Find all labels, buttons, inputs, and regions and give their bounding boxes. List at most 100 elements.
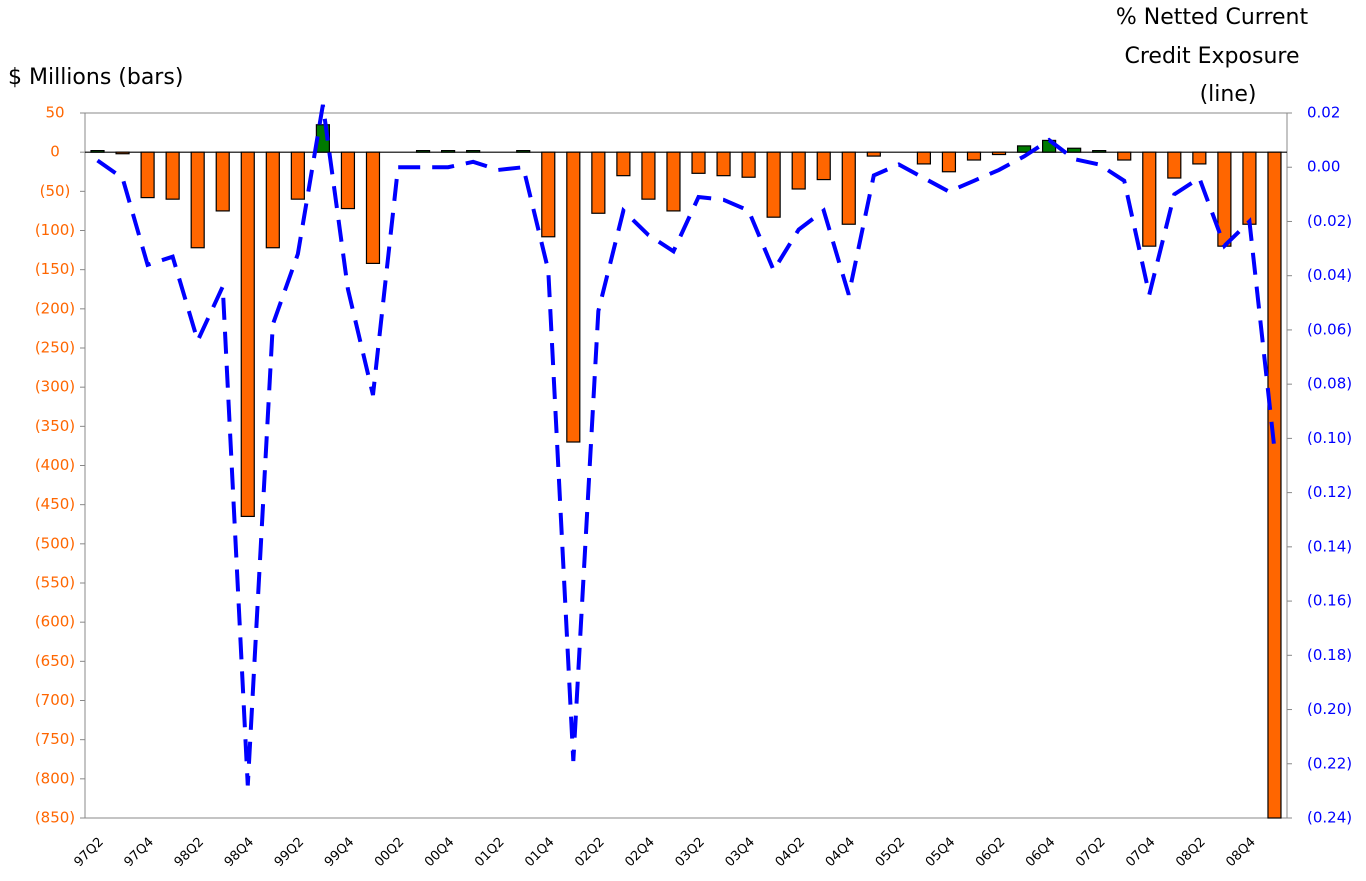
bar bbox=[516, 150, 531, 153]
bar bbox=[616, 151, 631, 177]
bar bbox=[1016, 145, 1032, 153]
y2-tick-label: (0.20) bbox=[1307, 700, 1352, 718]
bar bbox=[165, 151, 180, 200]
x-tick-label: 08Q4 bbox=[1223, 835, 1258, 870]
y2-tick-label: (0.14) bbox=[1307, 537, 1352, 555]
bar bbox=[591, 151, 606, 214]
bar bbox=[265, 151, 280, 249]
y-tick-label: (250) bbox=[35, 339, 75, 357]
y2-tick-label: (0.12) bbox=[1307, 483, 1352, 501]
x-tick-label: 05Q2 bbox=[873, 835, 908, 870]
x-tick-label: 08Q2 bbox=[1173, 835, 1208, 870]
x-tick-label: 02Q2 bbox=[572, 835, 607, 870]
y-tick-label: 50 bbox=[45, 104, 64, 122]
x-tick-label: 03Q2 bbox=[672, 835, 707, 870]
y2-tick-label: (0.02) bbox=[1307, 212, 1352, 230]
x-tick-label: 04Q4 bbox=[823, 835, 858, 870]
y-tick-label: (700) bbox=[35, 691, 75, 709]
y2-axis-label: % Netted Current bbox=[1116, 5, 1309, 30]
bar bbox=[941, 151, 957, 173]
y2-axis-label: Credit Exposure bbox=[1124, 44, 1299, 69]
x-tick-label: 97Q4 bbox=[122, 835, 157, 870]
bar bbox=[215, 151, 230, 212]
y2-tick-label: (0.18) bbox=[1307, 646, 1352, 664]
y2-tick-label: (0.06) bbox=[1307, 320, 1352, 338]
bar bbox=[716, 151, 731, 177]
bar bbox=[441, 150, 456, 153]
x-tick-label: 00Q2 bbox=[372, 835, 407, 870]
bar bbox=[966, 151, 982, 161]
bar bbox=[1242, 151, 1257, 225]
y2-tick-label: 0.02 bbox=[1307, 104, 1340, 122]
bar bbox=[140, 151, 155, 199]
bar bbox=[1117, 151, 1132, 161]
bar bbox=[1142, 151, 1157, 247]
y2-tick-label: (0.04) bbox=[1307, 266, 1352, 284]
bar bbox=[916, 151, 931, 165]
y-tick-label: (500) bbox=[35, 534, 75, 552]
line bbox=[96, 104, 1277, 786]
y2-tick-label: (0.10) bbox=[1307, 429, 1352, 447]
y-tick-label: (50) bbox=[40, 182, 71, 200]
plot-frame bbox=[84, 112, 1288, 819]
bar bbox=[240, 151, 255, 518]
bar bbox=[991, 151, 1007, 156]
y-tick-label: (100) bbox=[35, 221, 75, 239]
x-tick-label: 99Q2 bbox=[272, 835, 307, 870]
bar bbox=[365, 151, 381, 265]
y-tick-label: (800) bbox=[35, 769, 75, 787]
bar bbox=[90, 150, 105, 153]
bar bbox=[691, 151, 706, 174]
bar bbox=[1167, 151, 1182, 179]
x-tick-label: 07Q4 bbox=[1123, 835, 1158, 870]
x-tick-label: 99Q4 bbox=[322, 835, 357, 870]
x-tick-label: 06Q4 bbox=[1023, 835, 1058, 870]
y2-tick-label: (0.16) bbox=[1307, 592, 1352, 610]
x-tick-label: 01Q4 bbox=[522, 835, 557, 870]
bar bbox=[115, 151, 130, 155]
bar bbox=[1067, 147, 1082, 153]
x-tick-label: 04Q2 bbox=[773, 835, 808, 870]
y2-tick-label: 0.00 bbox=[1307, 158, 1340, 176]
bar bbox=[566, 151, 581, 443]
bar bbox=[1092, 150, 1107, 153]
y-tick-label: 0 bbox=[50, 143, 60, 161]
y2-tick-label: (0.08) bbox=[1307, 375, 1352, 393]
bar bbox=[791, 151, 806, 190]
x-tick-label: 02Q4 bbox=[622, 835, 657, 870]
y-tick-label: (200) bbox=[35, 299, 75, 317]
x-tick-label: 97Q2 bbox=[71, 835, 106, 870]
bar bbox=[741, 151, 756, 178]
x-tick-label: 01Q2 bbox=[472, 835, 507, 870]
x-tick-label: 98Q4 bbox=[222, 835, 257, 870]
x-tick-label: 98Q2 bbox=[172, 835, 207, 870]
x-tick-label: 06Q2 bbox=[973, 835, 1008, 870]
x-tick-label: 05Q4 bbox=[923, 835, 958, 870]
bar bbox=[415, 150, 431, 153]
bar bbox=[340, 151, 356, 210]
x-tick-label: 03Q4 bbox=[723, 835, 758, 870]
y-tick-label: (350) bbox=[35, 417, 75, 435]
y-tick-label: (450) bbox=[35, 495, 75, 513]
y-tick-label: (600) bbox=[35, 613, 75, 631]
bar bbox=[666, 151, 681, 212]
y-axis-label: $ Millions (bars) bbox=[8, 65, 183, 90]
y-tick-label: (400) bbox=[35, 456, 75, 474]
x-tick-label: 00Q4 bbox=[422, 835, 457, 870]
bar bbox=[190, 151, 205, 249]
y-tick-label: (300) bbox=[35, 378, 75, 396]
bar bbox=[866, 151, 881, 157]
bar bbox=[841, 151, 856, 225]
y-tick-label: (850) bbox=[35, 809, 75, 827]
bar bbox=[290, 151, 305, 200]
bar bbox=[1192, 151, 1207, 165]
y2-axis-label: (line) bbox=[1200, 82, 1257, 107]
y2-tick-label: (0.22) bbox=[1307, 754, 1352, 772]
bar bbox=[466, 150, 481, 153]
y-tick-label: (150) bbox=[35, 260, 75, 278]
y-tick-label: (550) bbox=[35, 574, 75, 592]
bar bbox=[1267, 151, 1282, 819]
bar bbox=[541, 151, 556, 238]
x-tick-label: 07Q2 bbox=[1073, 835, 1108, 870]
